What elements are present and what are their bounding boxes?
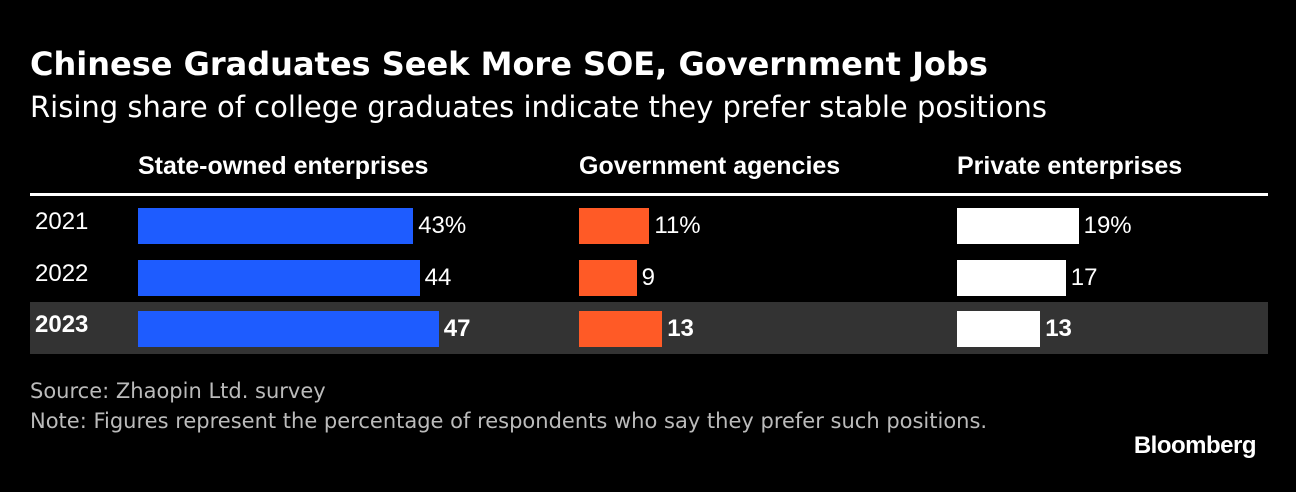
value-label: 17: [1070, 264, 1098, 291]
value-label: 43%: [418, 212, 467, 239]
bar-state-owned-enterprises-2023: [138, 311, 439, 347]
bar-government-agencies-2023: [579, 311, 663, 347]
bar-private-enterprises-2021: [957, 208, 1079, 244]
value-label: 19%: [1083, 212, 1132, 239]
value-label: 47: [443, 315, 471, 342]
value-label: 11%: [654, 212, 701, 239]
value-label: 44: [424, 264, 452, 291]
column-header-soe: State-owned enterprises: [138, 152, 429, 180]
bar-government-agencies-2022: [579, 260, 637, 296]
year-label: 2021: [35, 208, 89, 235]
column-header-private: Private enterprises: [957, 152, 1183, 180]
value-label: 13: [1045, 315, 1072, 342]
value-label: 13: [667, 315, 694, 342]
bar-state-owned-enterprises-2021: [138, 208, 414, 244]
bar-state-owned-enterprises-2022: [138, 260, 420, 296]
bloomberg-logo: Bloomberg: [1133, 432, 1257, 459]
bar-private-enterprises-2022: [957, 260, 1066, 296]
year-label: 2023: [35, 311, 89, 338]
bar-private-enterprises-2023: [957, 311, 1041, 347]
footnote: Note: Figures represent the percentage o…: [30, 409, 988, 433]
chart-title: Chinese Graduates Seek More SOE, Governm…: [30, 45, 988, 83]
bar-government-agencies-2021: [579, 208, 650, 244]
column-header-government: Government agencies: [579, 152, 841, 180]
header-rule: [30, 193, 1268, 196]
year-label: 2022: [35, 260, 89, 287]
chart-subtitle: Rising share of college graduates indica…: [30, 90, 1047, 124]
value-label: 9: [641, 264, 655, 291]
source-note: Source: Zhaopin Ltd. survey: [30, 379, 326, 403]
